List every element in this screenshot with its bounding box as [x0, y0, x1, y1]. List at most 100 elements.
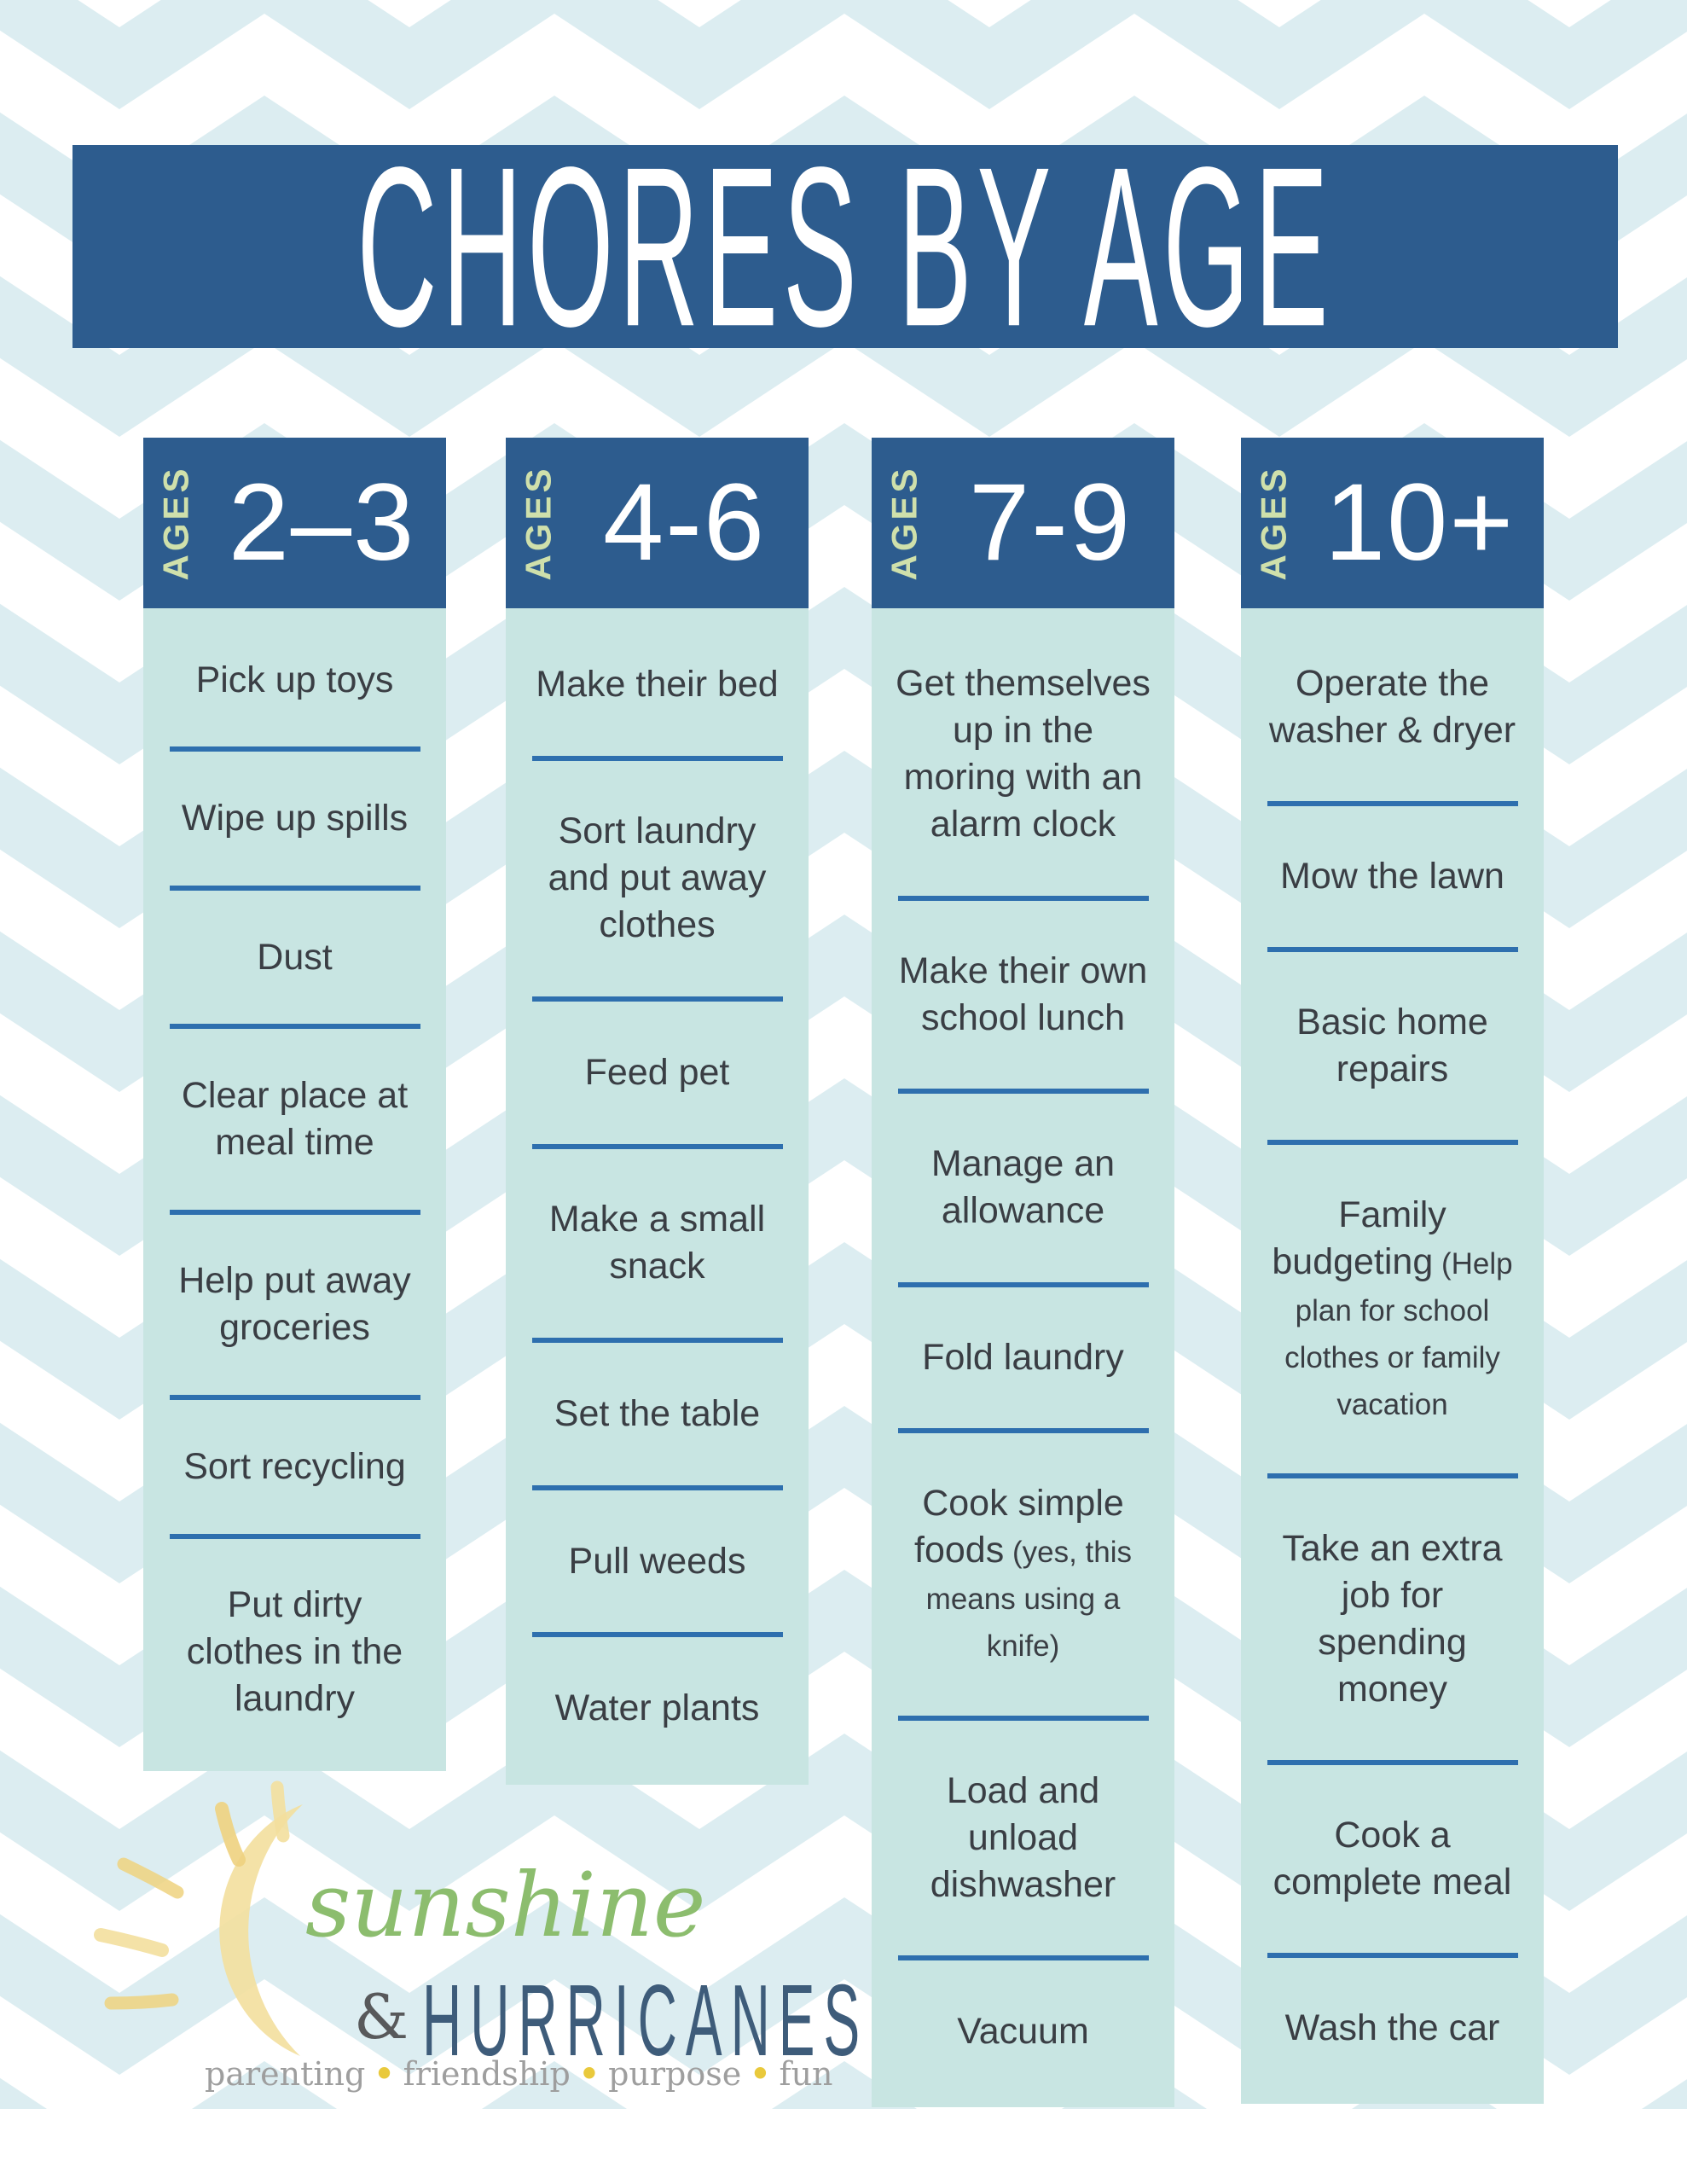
age-range: 2–3	[228, 462, 416, 584]
ages-vertical-label: AGES	[884, 465, 925, 581]
tagline-dot: •	[750, 2054, 771, 2093]
chore-item: Mow the lawn	[1280, 853, 1504, 900]
chore-list: Pick up toys Wipe up spills Dust Clear plac…	[143, 608, 446, 1771]
chore-text: Help put away groceries	[178, 1260, 411, 1349]
tagline-dot: •	[374, 2054, 395, 2093]
divider	[169, 1395, 420, 1401]
title-band: CHORES BY AGE	[72, 119, 1618, 375]
chore-text: Make their own school lunch	[898, 950, 1148, 1038]
chore-text: Make their bed	[536, 663, 779, 705]
divider	[1267, 1759, 1518, 1765]
divider	[897, 1955, 1149, 1961]
chore-item: Wipe up spills	[182, 795, 408, 842]
chore-list: Make their bed Sort laundry and put away …	[506, 608, 809, 1785]
age-column-header: AGES 10+	[1241, 438, 1544, 608]
age-range: 10+	[1324, 462, 1516, 584]
age-column-header: AGES 7-9	[872, 438, 1174, 608]
chore-text: Family budgeting	[1272, 1194, 1446, 1282]
divider	[531, 1338, 783, 1344]
chore-item: Set the table	[554, 1391, 760, 1438]
chore-item: Pick up toys	[196, 657, 394, 704]
chore-item: Wash the car	[1285, 2005, 1500, 2052]
chore-text: Vacuum	[957, 2010, 1089, 2052]
chore-item: Make their bed	[536, 661, 778, 708]
chore-item: Fold laundry	[922, 1334, 1124, 1381]
age-range: 4-6	[603, 462, 766, 584]
tagline-word: parenting	[205, 2055, 366, 2093]
age-column: AGES 4-6 Make their bed Sort laundry and pu…	[506, 438, 809, 1785]
chore-item: Clear place at meal time	[165, 1072, 424, 1166]
chore-note: (yes, this means using a knife)	[925, 1536, 1132, 1664]
chore-item: Help put away groceries	[165, 1258, 424, 1351]
age-column: AGES 10+ Operate the washer & dryer Mow the…	[1241, 438, 1544, 2104]
divider	[897, 1428, 1149, 1434]
chore-text: Make a small snack	[548, 1199, 766, 1287]
chore-text: Manage an allowance	[930, 1143, 1116, 1232]
chore-item: Put dirty clothes in the laundry	[165, 1582, 424, 1722]
logo-tagline: parenting • friendship • purpose • fun	[205, 2054, 833, 2093]
chore-item: Pull weeds	[569, 1538, 746, 1585]
chore-item: Operate the washer & dryer	[1263, 660, 1522, 754]
chore-text: Operate the washer & dryer	[1268, 662, 1516, 751]
tagline-word: fun	[779, 2055, 833, 2093]
chore-text: Pull weeds	[568, 1540, 746, 1582]
chore-item: Sort laundry and put away clothes	[528, 808, 786, 949]
tagline-word: friendship	[403, 2055, 571, 2093]
chore-item: Make their own school lunch	[894, 948, 1152, 1042]
chore-item: Water plants	[555, 1685, 760, 1732]
divider	[531, 1632, 783, 1638]
divider	[1267, 946, 1518, 952]
chore-item: Family budgeting (Help plan for school c…	[1263, 1192, 1522, 1426]
chore-item: Sort recycling	[183, 1443, 405, 1490]
chore-item: Take an extra job for spending money	[1263, 1525, 1522, 1713]
page-title: CHORES BY AGE	[357, 119, 1334, 375]
ages-vertical-label: AGES	[1254, 465, 1294, 581]
divider	[169, 1533, 420, 1539]
chore-item: Get themselves up in the moring with an …	[894, 660, 1152, 848]
chore-list: Get themselves up in the moring with an …	[872, 608, 1174, 2107]
chore-item: Manage an allowance	[894, 1141, 1152, 1234]
chore-text: Feed pet	[584, 1051, 730, 1093]
divider	[531, 755, 783, 761]
chore-text: Fold laundry	[922, 1336, 1124, 1378]
chore-text: Take an extra job for spending money	[1282, 1527, 1503, 1710]
divider	[897, 1281, 1149, 1287]
tagline-word: purpose	[608, 2055, 742, 2093]
chore-list: Operate the washer & dryer Mow the lawn Ba…	[1241, 608, 1544, 2104]
chore-text: Water plants	[554, 1687, 760, 1729]
ages-vertical-label: AGES	[156, 465, 196, 581]
age-column: AGES 2–3 Pick up toys Wipe up spills Dust Cle…	[143, 438, 446, 1771]
chore-item: Load and unload dishwasher	[894, 1768, 1152, 1908]
divider	[169, 1209, 420, 1215]
age-range: 7-9	[969, 462, 1132, 584]
ages-vertical-label: AGES	[519, 465, 559, 581]
chore-text: Get themselves up in the moring with an …	[896, 663, 1151, 845]
chore-text: Load and unload dishwasher	[930, 1769, 1116, 1906]
chore-text: Mow the lawn	[1280, 855, 1504, 897]
chore-text: Cook a complete meal	[1272, 1814, 1512, 1902]
divider	[1267, 1952, 1518, 1958]
divider	[1267, 1472, 1518, 1478]
divider	[531, 1484, 783, 1490]
divider	[169, 1024, 420, 1030]
divider	[897, 1089, 1149, 1095]
chore-text: Clear place at meal time	[181, 1074, 409, 1163]
chore-note: (Help plan for school clothes or family …	[1284, 1246, 1513, 1421]
divider	[531, 996, 783, 1002]
age-column-header: AGES 2–3	[143, 438, 446, 608]
divider	[531, 1143, 783, 1149]
chore-item: Feed pet	[585, 1049, 730, 1096]
chore-item: Basic home repairs	[1263, 999, 1522, 1093]
divider	[1267, 1139, 1518, 1145]
logo-hurricanes-text: HURRICANES	[422, 1963, 869, 2078]
chore-item: Cook simple foods (yes, this means using…	[894, 1480, 1152, 1668]
sun-icon	[94, 1780, 303, 2056]
logo-ampersand: &	[354, 1981, 409, 2053]
chore-item: Cook a complete meal	[1263, 1812, 1522, 1906]
chore-text: Set the table	[554, 1392, 761, 1434]
divider	[169, 885, 420, 891]
chore-text: Sort laundry and put away clothes	[548, 810, 767, 946]
divider	[1267, 800, 1518, 806]
chore-text: Basic home repairs	[1296, 1001, 1488, 1089]
